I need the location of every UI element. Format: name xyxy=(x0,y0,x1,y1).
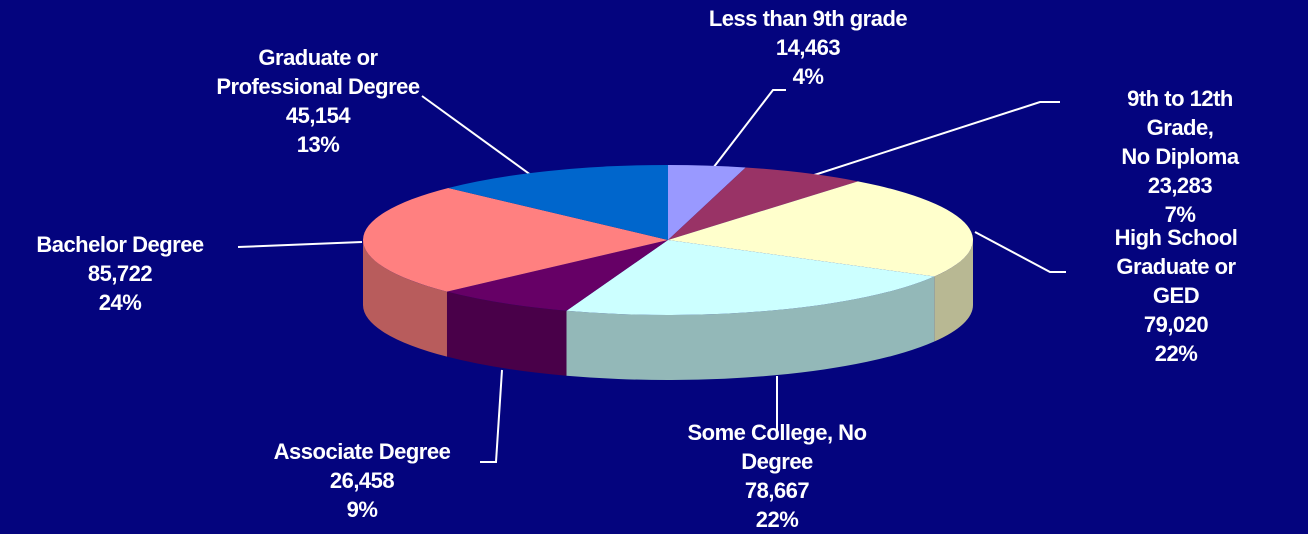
slice-label: Less than 9th grade 14,463 4% xyxy=(708,4,908,91)
pie-slice xyxy=(668,167,858,240)
pie-slice xyxy=(668,181,974,277)
value-label: 23,283 xyxy=(1147,173,1213,198)
value-label: 45,154 xyxy=(285,103,351,128)
percent-label: 7% xyxy=(1164,202,1196,227)
pie-slice xyxy=(566,240,935,315)
pie-tops xyxy=(363,165,974,315)
value-label: 78,667 xyxy=(744,478,810,503)
leader-line xyxy=(709,89,786,173)
value-label: 14,463 xyxy=(775,35,841,60)
leader-lines xyxy=(237,89,1066,463)
leader-line xyxy=(974,231,1066,273)
category-label: Some College, No Degree xyxy=(687,420,867,474)
category-label: Bachelor Degree xyxy=(36,232,204,257)
pie-side xyxy=(566,276,935,380)
pie-side xyxy=(363,240,447,357)
category-label: Graduate or Professional Degree xyxy=(216,45,420,99)
percent-label: 24% xyxy=(98,290,142,315)
pie-side xyxy=(446,291,567,376)
category-label: 9th to 12th Grade, No Diploma xyxy=(1121,86,1239,169)
slice-label: 9th to 12th Grade, No Diploma 23,283 7% xyxy=(1116,84,1244,229)
category-label: Less than 9th grade xyxy=(708,6,908,31)
pie-slice xyxy=(448,165,668,240)
percent-label: 4% xyxy=(792,64,824,89)
leader-line xyxy=(804,101,1060,179)
category-label: Associate Degree xyxy=(273,439,451,464)
pie-side xyxy=(934,240,973,342)
slice-label: Bachelor Degree 85,722 24% xyxy=(36,230,204,317)
slice-label: High School Graduate or GED 79,020 22% xyxy=(1110,223,1242,368)
leader-line xyxy=(421,95,536,179)
value-label: 85,722 xyxy=(87,261,153,286)
pie-sides xyxy=(363,240,973,380)
pie-slice xyxy=(363,187,668,292)
slice-label: Graduate or Professional Degree 45,154 13% xyxy=(216,43,420,159)
pie-slice xyxy=(446,240,668,311)
slice-label: Some College, No Degree 78,667 22% xyxy=(687,418,867,534)
leader-line xyxy=(480,369,503,463)
pie-slice xyxy=(668,165,746,240)
leader-line xyxy=(237,241,363,248)
category-label: High School Graduate or GED xyxy=(1114,225,1238,308)
slice-label: Associate Degree 26,458 9% xyxy=(274,437,451,524)
percent-label: 22% xyxy=(755,507,799,532)
percent-label: 13% xyxy=(296,132,340,157)
percent-label: 9% xyxy=(346,497,378,522)
value-label: 79,020 xyxy=(1143,312,1209,337)
percent-label: 22% xyxy=(1154,341,1198,366)
value-label: 26,458 xyxy=(329,468,395,493)
